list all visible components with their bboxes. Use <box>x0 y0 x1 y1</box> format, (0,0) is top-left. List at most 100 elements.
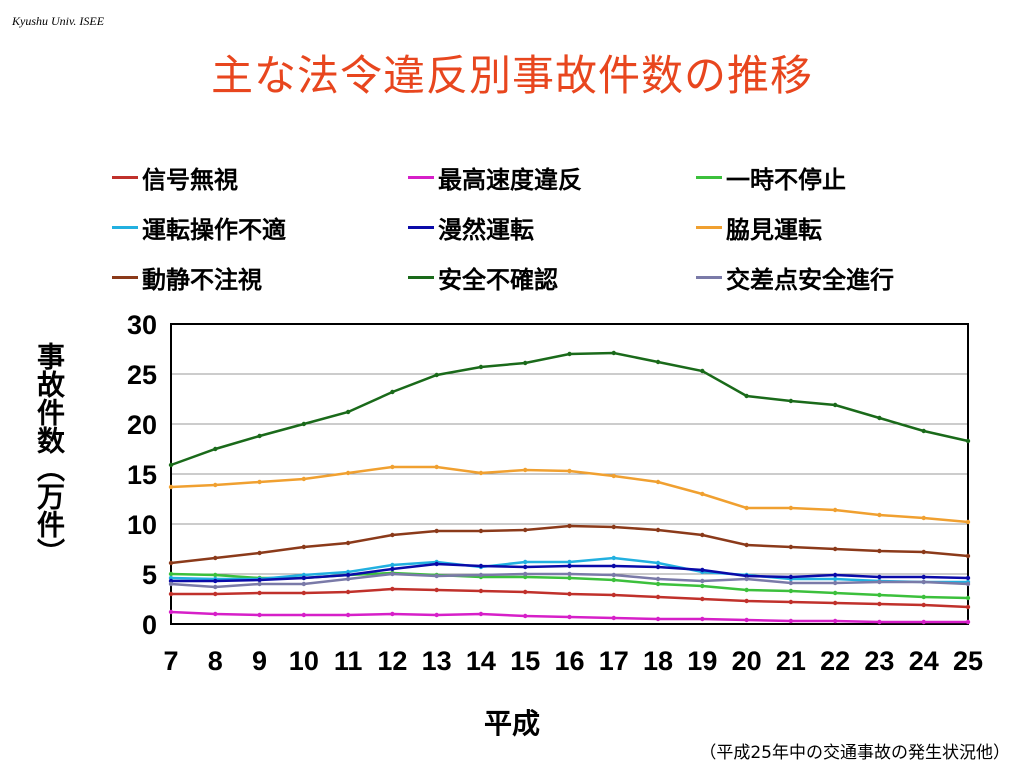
legend-swatch <box>112 176 138 179</box>
data-point <box>655 564 661 570</box>
data-point <box>788 599 794 605</box>
data-point <box>434 372 439 378</box>
series-line <box>171 587 969 609</box>
series-line <box>170 524 969 565</box>
data-point <box>301 590 307 596</box>
data-point <box>788 544 794 550</box>
data-point <box>877 548 882 554</box>
legend-item-careless: 漫然運転 <box>408 210 534 245</box>
data-point <box>567 571 572 577</box>
data-point <box>390 532 395 538</box>
data-point <box>832 507 838 513</box>
data-point <box>788 588 794 594</box>
data-point <box>213 611 218 617</box>
legend-label: 動静不注視 <box>142 266 262 294</box>
legend-label: 一時不停止 <box>726 166 846 194</box>
data-point <box>345 612 351 618</box>
data-point <box>788 618 794 624</box>
legend-item-signal: 信号無視 <box>112 160 238 195</box>
data-point <box>788 505 794 511</box>
data-point <box>168 560 174 566</box>
data-point <box>567 591 572 597</box>
data-point <box>390 562 395 568</box>
data-point <box>434 464 439 470</box>
data-point <box>213 578 218 584</box>
data-point <box>434 612 439 618</box>
x-tick-label: 21 <box>776 646 806 676</box>
x-tick-label: 22 <box>820 646 850 676</box>
data-point <box>965 575 971 581</box>
data-point <box>700 368 705 374</box>
data-point <box>523 571 528 577</box>
legend-label: 信号無視 <box>142 166 238 194</box>
data-point <box>301 544 307 550</box>
data-point <box>567 523 572 529</box>
data-point <box>213 584 218 590</box>
legend-item-movement: 動静不注視 <box>112 260 262 295</box>
x-tick-label: 18 <box>643 646 673 676</box>
data-point <box>700 567 705 573</box>
data-point <box>168 484 174 490</box>
data-point <box>345 572 351 578</box>
data-point <box>744 393 749 399</box>
data-point <box>832 546 838 552</box>
x-tick-label: 11 <box>334 646 363 676</box>
data-point <box>611 563 616 569</box>
data-point <box>965 553 971 559</box>
legend-swatch <box>696 226 722 229</box>
data-point <box>788 398 794 404</box>
x-tick-label: 20 <box>732 646 762 676</box>
data-point <box>168 581 174 587</box>
x-tick-label: 9 <box>252 646 267 676</box>
data-point <box>213 591 218 597</box>
legend-swatch <box>696 176 722 179</box>
x-tick-label: 10 <box>289 646 319 676</box>
data-point <box>832 402 838 408</box>
data-point <box>877 619 882 625</box>
data-point <box>832 590 838 596</box>
data-point <box>700 583 705 589</box>
data-point <box>523 559 528 565</box>
data-point <box>877 601 882 607</box>
legend-item-intersection: 交差点安全進行 <box>696 260 894 295</box>
data-point <box>832 572 838 578</box>
data-point <box>523 467 528 473</box>
data-point <box>611 572 616 578</box>
data-point <box>257 433 262 439</box>
legend-swatch <box>408 226 434 229</box>
data-point <box>345 470 351 476</box>
data-point <box>478 470 484 476</box>
data-point <box>611 592 616 598</box>
data-point <box>788 580 794 586</box>
data-point <box>168 591 174 597</box>
chart-legend: 信号無視 最高速度違反 一時不停止 運転操作不適 漫然運転 脇見運転 動静不注視… <box>112 150 992 300</box>
data-point <box>301 575 307 581</box>
data-point <box>213 482 218 488</box>
legend-label: 脇見運転 <box>726 216 822 244</box>
data-point <box>655 479 661 485</box>
data-point <box>655 594 661 600</box>
data-point <box>655 576 661 582</box>
x-tick-label: 16 <box>554 646 584 676</box>
legend-swatch <box>408 276 434 279</box>
y-tick-label: 0 <box>142 610 157 640</box>
data-point <box>390 389 395 395</box>
data-point <box>478 528 484 534</box>
data-point <box>478 572 484 578</box>
data-point <box>921 579 926 585</box>
data-point <box>832 618 838 624</box>
legend-item-safety: 安全不確認 <box>408 260 558 295</box>
x-axis-label: 平成 <box>483 707 540 740</box>
data-point <box>655 359 661 365</box>
x-tick-label: 14 <box>466 646 496 676</box>
data-point <box>523 360 528 366</box>
data-point <box>832 576 838 582</box>
data-point <box>567 468 572 474</box>
data-point <box>478 364 484 370</box>
data-point <box>213 446 218 452</box>
data-point <box>921 428 926 434</box>
legend-label: 交差点安全進行 <box>726 266 894 294</box>
data-point <box>390 566 395 572</box>
data-point <box>434 528 439 534</box>
